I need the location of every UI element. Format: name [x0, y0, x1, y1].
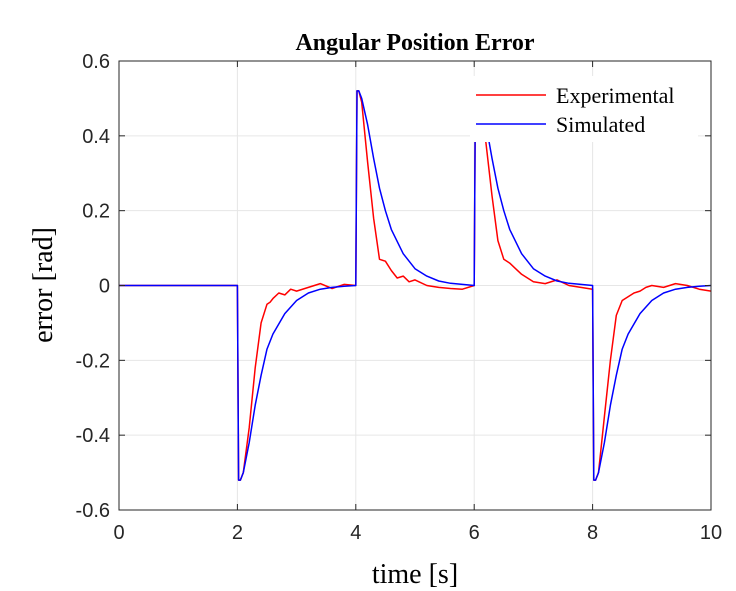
x-tick-label: 10: [700, 522, 722, 544]
series-lines: [119, 90, 712, 481]
x-tick-label: 6: [469, 522, 480, 544]
y-tick-label: -0.6: [76, 500, 110, 522]
series-line-experimental: [119, 90, 712, 481]
legend: Experimental Simulated: [470, 76, 698, 142]
x-tick-label: 8: [587, 522, 598, 544]
series-line-simulated: [119, 90, 712, 481]
legend-label-simulated: Simulated: [556, 112, 645, 137]
y-axis-title: error [rad]: [28, 227, 59, 343]
y-tick-label: 0: [99, 276, 110, 298]
y-tick-label: 0.2: [82, 201, 110, 223]
axis-ticks: [118, 60, 712, 511]
y-tick-label: -0.4: [76, 425, 110, 447]
y-tick-label: 0.6: [82, 51, 110, 73]
x-tick-label: 2: [232, 522, 243, 544]
chart-title: Angular Position Error: [295, 30, 534, 56]
y-tick-labels: -0.6 -0.4 -0.2 0 0.2 0.4 0.6: [76, 51, 110, 522]
y-tick-label: -0.2: [76, 350, 110, 372]
legend-box: [470, 76, 698, 142]
x-tick-labels: 0 2 4 6 8 10: [113, 522, 722, 544]
y-tick-label: 0.4: [82, 126, 110, 148]
x-tick-label: 4: [350, 522, 361, 544]
x-axis-title: time [s]: [372, 559, 458, 590]
legend-label-experimental: Experimental: [556, 83, 675, 108]
x-tick-label: 0: [113, 522, 124, 544]
